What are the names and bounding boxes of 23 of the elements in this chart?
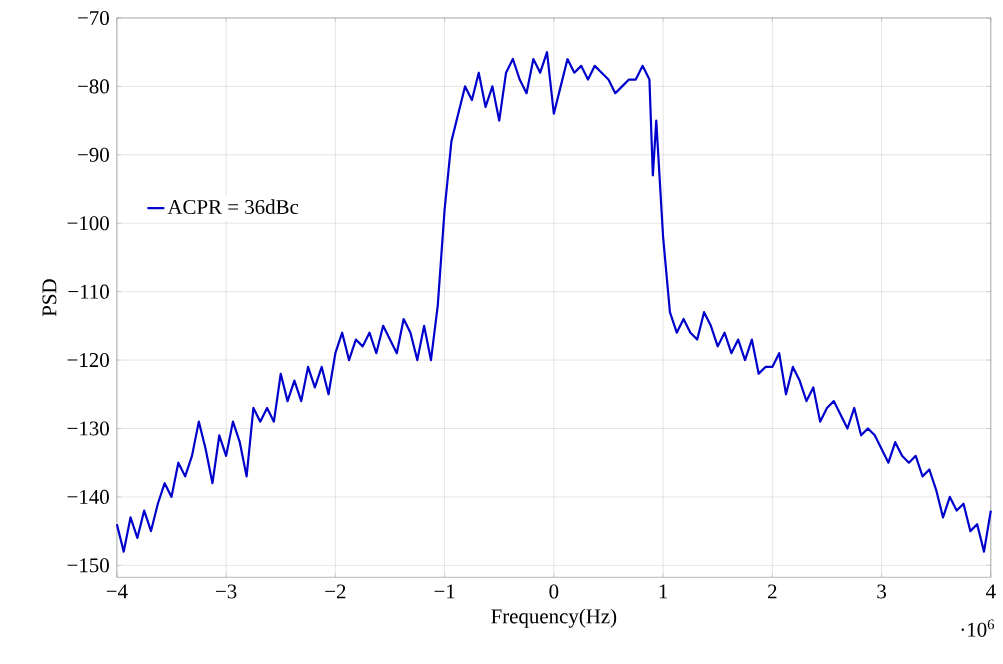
y-tick-label: −80 xyxy=(78,79,109,94)
x-tick-label: 3 xyxy=(877,584,886,599)
y-tick-label: −140 xyxy=(67,489,109,504)
x-tick-label: −1 xyxy=(434,584,455,599)
line-series xyxy=(115,50,992,553)
x-tick-label: 4 xyxy=(986,584,996,599)
x-tick-label: −3 xyxy=(216,584,237,599)
text: ·10$^{6}$ xyxy=(961,619,995,637)
x-tick-label: 1 xyxy=(659,584,668,599)
x-axis-title: Frequency(Hz) xyxy=(491,608,617,628)
x-tick-label: −2 xyxy=(325,584,346,599)
y-tick-label: −120 xyxy=(67,352,109,368)
legend-label: ACPR = 36dBc xyxy=(167,199,299,214)
x-tick-label: 0 xyxy=(549,584,559,599)
x-tick-label: 2 xyxy=(768,584,777,599)
y-tick-label: −100 xyxy=(67,216,109,231)
y-axis-title: PSD xyxy=(42,279,57,317)
y-tick-label: −110 xyxy=(68,284,109,299)
y-tick-label: −150 xyxy=(67,558,109,573)
y-tick-label: −90 xyxy=(78,147,109,162)
y-tick-label: −130 xyxy=(67,421,109,436)
x-tick-label: −4 xyxy=(106,584,128,599)
y-tick-label: −70 xyxy=(78,10,109,25)
